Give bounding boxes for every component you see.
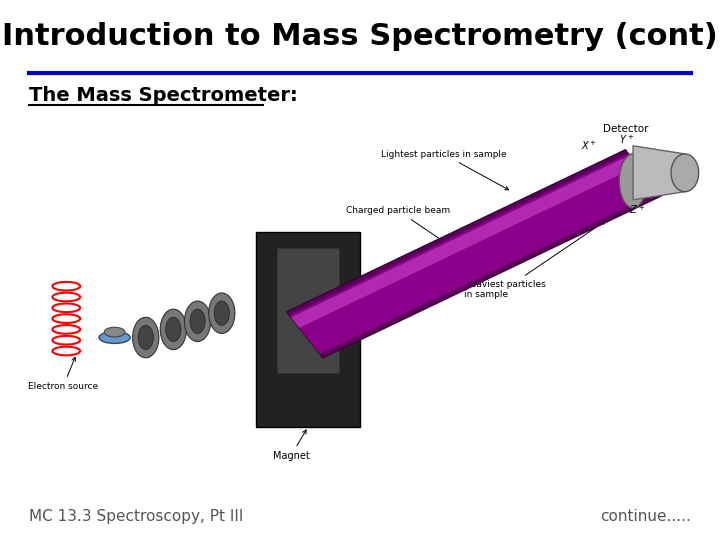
Polygon shape	[291, 156, 638, 328]
Ellipse shape	[619, 154, 647, 208]
Text: MC 13.3 Spectroscopy, Pt III: MC 13.3 Spectroscopy, Pt III	[29, 509, 243, 524]
Text: Introduction to Mass Spectrometry (cont): Introduction to Mass Spectrometry (cont)	[2, 22, 718, 51]
Polygon shape	[256, 232, 360, 427]
Text: continue.....: continue.....	[600, 509, 691, 524]
Polygon shape	[633, 146, 685, 200]
Ellipse shape	[104, 327, 125, 337]
Text: Y: Y	[619, 135, 625, 145]
Ellipse shape	[214, 301, 230, 326]
Polygon shape	[277, 248, 339, 373]
Text: Electron source: Electron source	[28, 357, 99, 391]
Text: +: +	[590, 140, 595, 146]
Text: +: +	[638, 205, 644, 211]
Ellipse shape	[166, 318, 181, 342]
Text: The Mass Spectrometer:: The Mass Spectrometer:	[29, 86, 297, 105]
Text: +: +	[628, 134, 634, 140]
Ellipse shape	[161, 309, 186, 350]
Ellipse shape	[184, 301, 211, 342]
Polygon shape	[287, 150, 662, 358]
Ellipse shape	[190, 309, 205, 334]
Text: X: X	[581, 140, 588, 151]
Text: Lightest particles in sample: Lightest particles in sample	[381, 150, 508, 190]
Text: Detector: Detector	[603, 124, 649, 134]
Ellipse shape	[99, 332, 130, 343]
Text: Charged particle beam: Charged particle beam	[346, 206, 450, 244]
Ellipse shape	[671, 154, 698, 192]
Text: Heaviest particles
in sample: Heaviest particles in sample	[464, 221, 606, 299]
Polygon shape	[289, 153, 659, 354]
Ellipse shape	[132, 318, 159, 358]
Ellipse shape	[209, 293, 235, 334]
Text: Magnet: Magnet	[272, 430, 310, 461]
Ellipse shape	[138, 325, 153, 350]
Text: Z: Z	[629, 205, 636, 215]
